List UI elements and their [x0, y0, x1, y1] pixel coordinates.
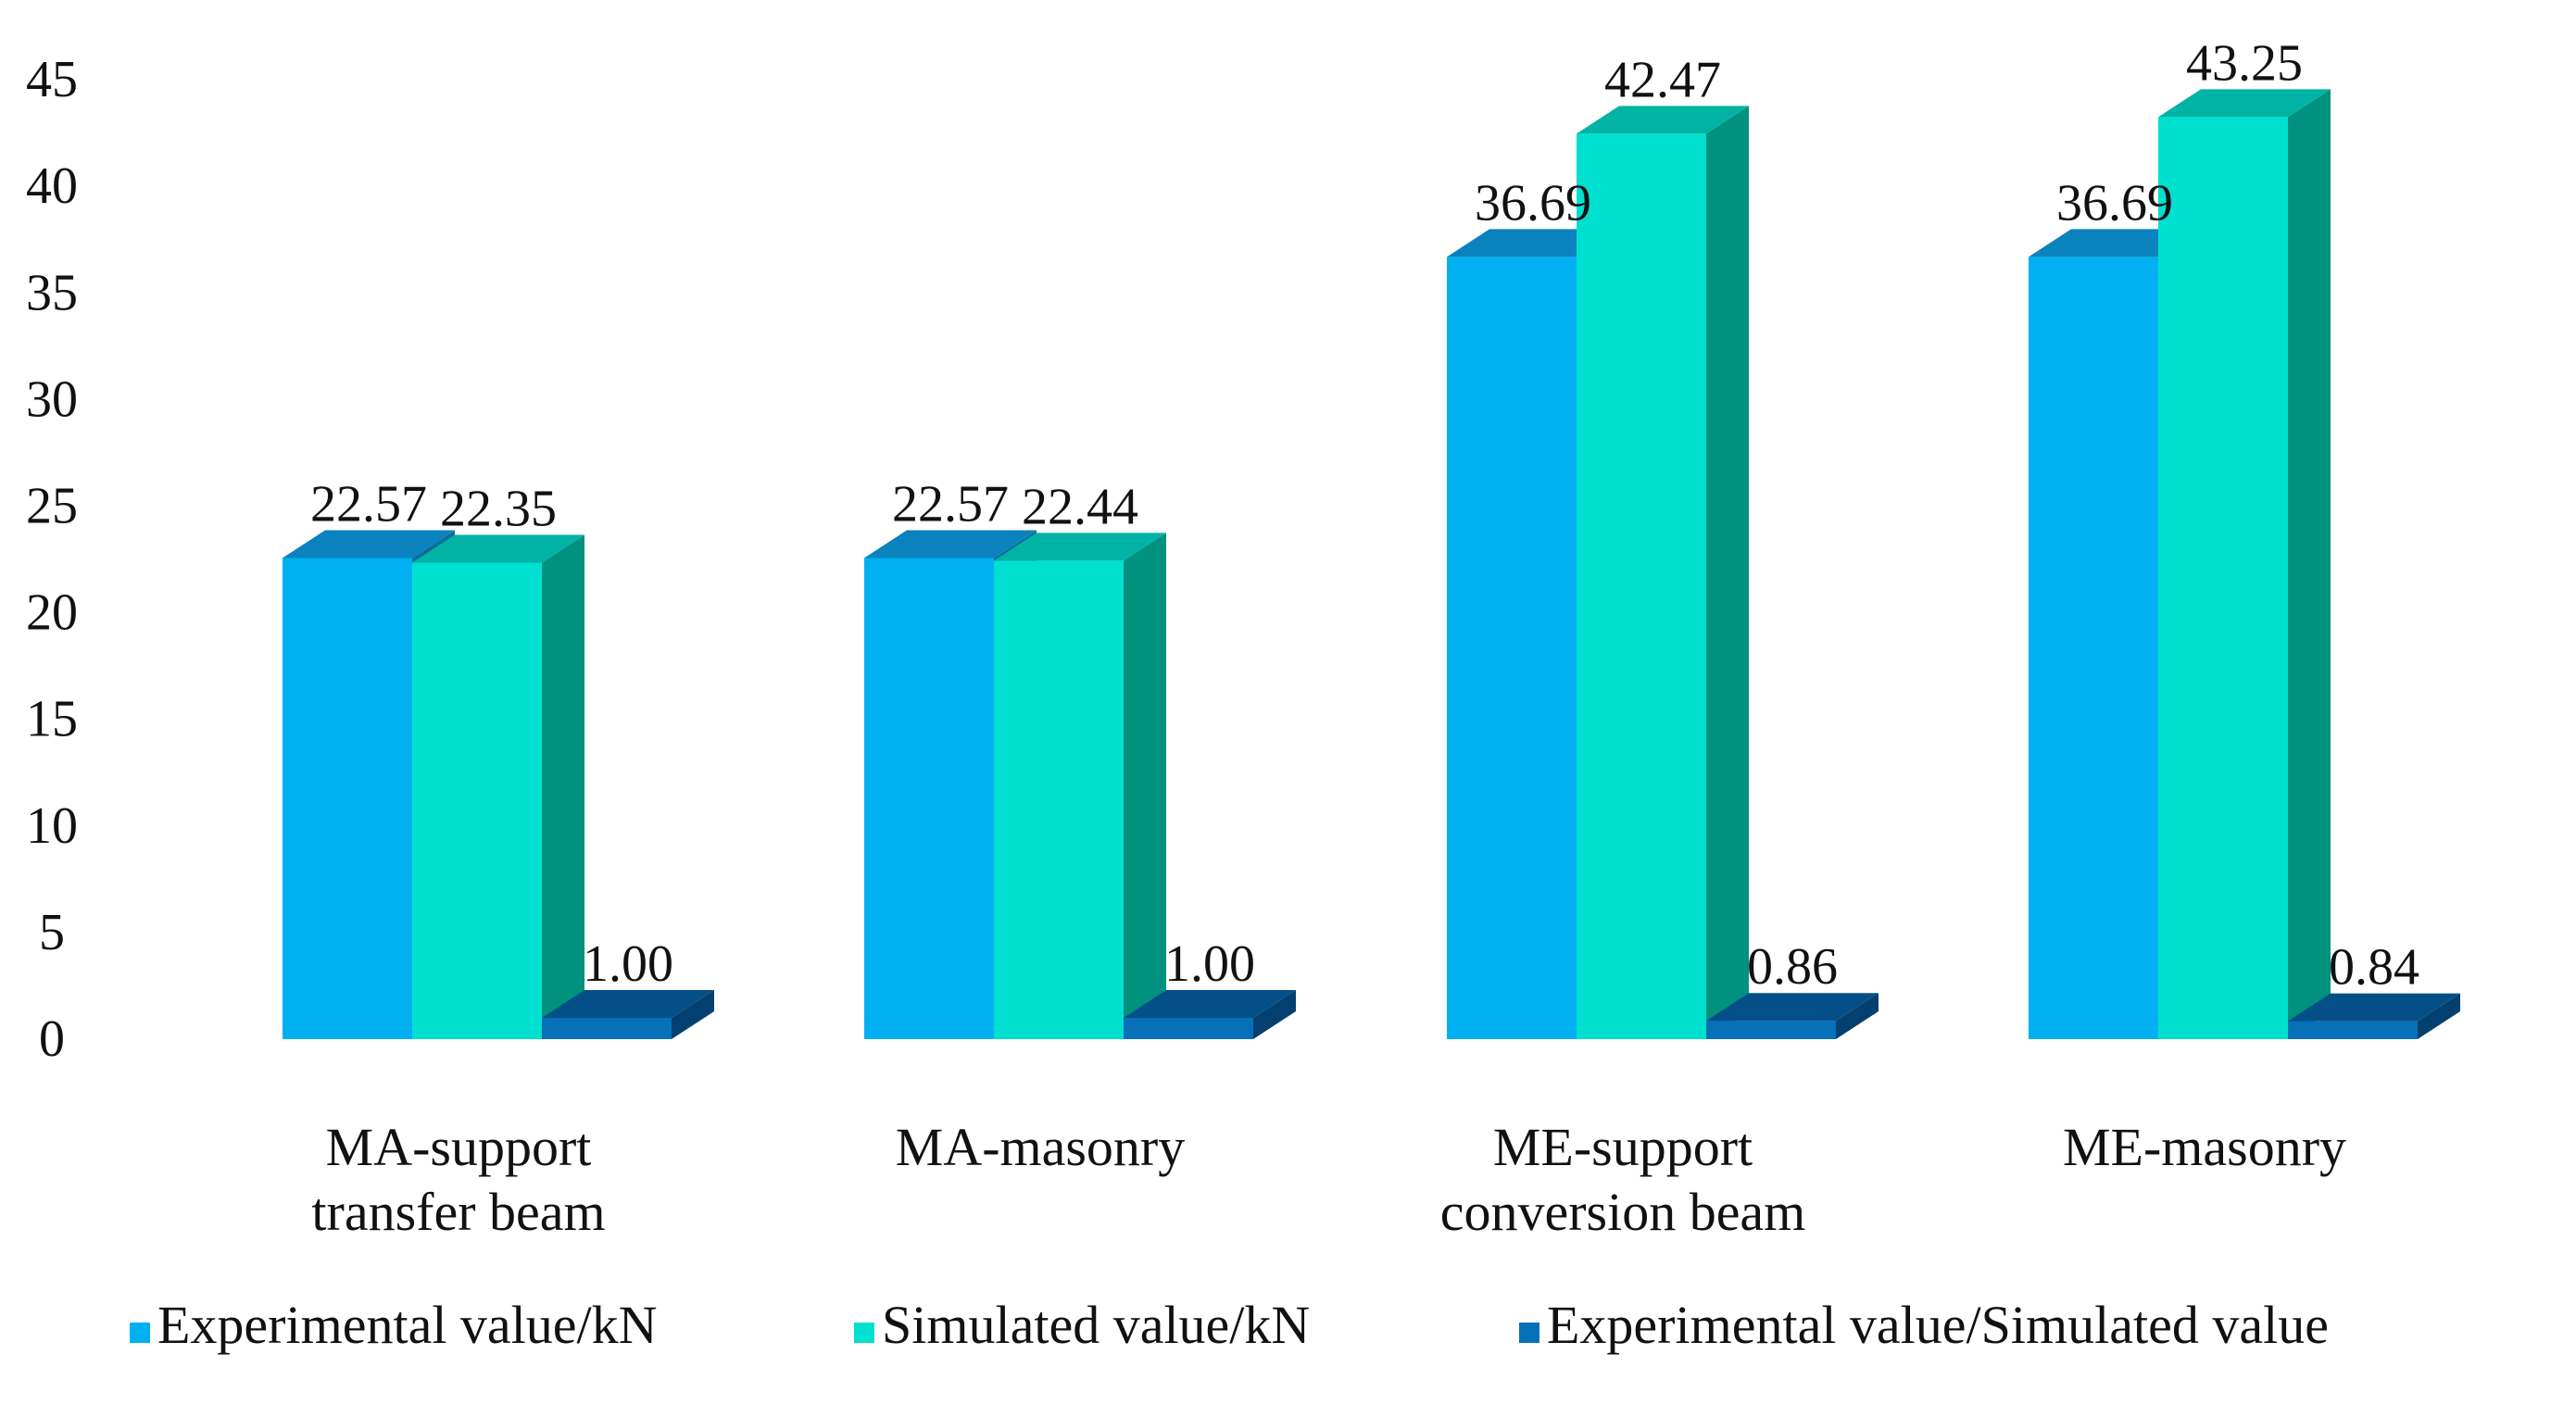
bar-front: [2158, 117, 2288, 1039]
bar-front: [1447, 257, 1577, 1039]
bar-top: [864, 530, 1037, 558]
bar-top: [994, 533, 1166, 561]
data-label: 36.69: [1475, 174, 1591, 232]
bar-side: [1253, 989, 1296, 1039]
y-tick-label: 15: [26, 691, 78, 748]
legend-swatch: [1519, 1323, 1539, 1343]
bar-front: [1577, 133, 1706, 1040]
data-label: 0.84: [2329, 939, 2419, 997]
bar[interactable]: [2158, 89, 2331, 1039]
legend-label: Experimental value/kN: [157, 1295, 658, 1355]
bar-top: [283, 530, 455, 558]
bar-side: [1706, 106, 1749, 1040]
legend-swatch: [854, 1323, 874, 1343]
category-label-line: transfer beam: [311, 1182, 605, 1242]
data-label: 36.69: [2056, 174, 2173, 232]
bar-front: [864, 558, 994, 1039]
bar-side: [2418, 993, 2460, 1039]
data-label: 0.86: [1747, 938, 1838, 996]
category-label: ME-support conversion beam: [1440, 1117, 1806, 1242]
bar-top: [2288, 993, 2460, 1022]
bar-side: [1124, 533, 1166, 1039]
bar-top: [1447, 229, 1619, 257]
data-label: 22.57: [310, 475, 427, 533]
data-label: 22.57: [892, 475, 1009, 533]
legend: Experimental value/kN Simulated value/kN E…: [130, 1295, 2329, 1355]
bars: [283, 89, 2460, 1040]
bar-top: [1706, 993, 1879, 1022]
data-label: 1.00: [1164, 935, 1255, 993]
y-tick-label: 20: [26, 584, 78, 642]
bar-front: [283, 558, 412, 1039]
y-tick-label: 45: [26, 51, 78, 108]
bar-front: [2288, 1021, 2418, 1039]
bar[interactable]: [542, 989, 714, 1039]
data-label: 42.47: [1604, 51, 1721, 108]
y-axis-ticks: 0 5 10 15 20 25 30 35 40 45: [26, 51, 78, 1068]
category-label-line: ME-support: [1493, 1117, 1753, 1177]
legend-item[interactable]: Simulated value/kN: [854, 1295, 1310, 1355]
bar-front: [1706, 1021, 1836, 1039]
data-label: 43.25: [2186, 34, 2303, 92]
bar-top: [2158, 89, 2331, 118]
category-label: ME-masonry: [2063, 1117, 2346, 1177]
category-label-line: MA-masonry: [896, 1117, 1186, 1177]
x-axis-labels: MA-support transfer beam MA-masonry ME-supp…: [311, 1117, 2346, 1242]
bar-front: [412, 562, 542, 1039]
category-label-line: MA-support: [326, 1117, 592, 1177]
bar-side: [542, 534, 584, 1039]
bar[interactable]: [2288, 993, 2460, 1039]
bar[interactable]: [1706, 993, 1879, 1039]
legend-label: Experimental value/Simulated value: [1547, 1295, 2329, 1355]
legend-label: Simulated value/kN: [882, 1295, 1310, 1355]
bar-top: [542, 989, 714, 1018]
y-tick-label: 25: [26, 478, 78, 535]
category-label: MA-masonry: [896, 1117, 1186, 1177]
category-label: MA-support transfer beam: [311, 1117, 605, 1242]
legend-swatch: [130, 1323, 150, 1343]
data-label: 22.35: [440, 481, 557, 538]
data-label: 22.44: [1022, 478, 1138, 535]
bar-top: [1577, 106, 1749, 134]
bar-top: [412, 534, 584, 563]
data-label: 1.00: [583, 935, 673, 993]
bar-side: [672, 989, 714, 1039]
bar[interactable]: [994, 533, 1166, 1039]
legend-item[interactable]: Experimental value/kN: [130, 1295, 658, 1355]
y-tick-label: 5: [39, 904, 65, 961]
category-label-line: conversion beam: [1440, 1182, 1806, 1242]
bar-side: [1836, 993, 1879, 1039]
bar-front: [1124, 1017, 1253, 1039]
legend-item[interactable]: Experimental value/Simulated value: [1519, 1295, 2329, 1355]
category-label-line: ME-masonry: [2063, 1117, 2346, 1177]
bar-top: [2029, 229, 2201, 257]
bar[interactable]: [1124, 989, 1296, 1039]
bar-front: [994, 560, 1124, 1039]
y-tick-label: 30: [26, 370, 78, 428]
y-tick-label: 40: [26, 157, 78, 215]
bar-top: [1124, 989, 1296, 1018]
bar-side: [2288, 89, 2331, 1039]
bar-front: [542, 1017, 672, 1039]
bar[interactable]: [412, 534, 584, 1039]
y-tick-label: 10: [26, 797, 78, 855]
y-tick-label: 0: [39, 1010, 65, 1068]
bar-front: [2029, 257, 2158, 1039]
bar[interactable]: [1577, 106, 1749, 1040]
y-tick-label: 35: [26, 264, 78, 321]
